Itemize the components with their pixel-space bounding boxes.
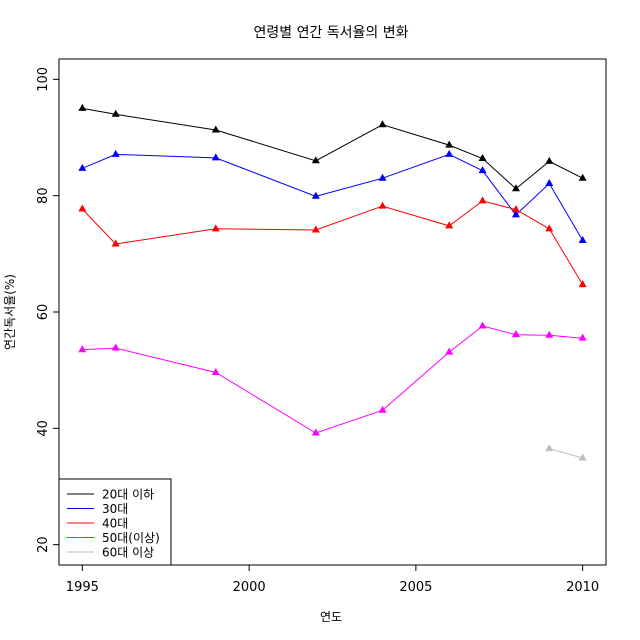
data-point (578, 453, 587, 461)
data-point (545, 156, 554, 164)
x-tick-label: 1995 (66, 580, 99, 595)
data-point (478, 196, 487, 204)
series-3 (78, 321, 587, 436)
legend-label: 50대(이상) (102, 531, 160, 545)
y-axis-label: 연간독서율(%) (3, 274, 17, 350)
data-point (211, 125, 220, 133)
data-point (378, 201, 387, 209)
y-tick-label: 80 (36, 187, 51, 204)
data-point (378, 120, 387, 128)
data-point (378, 405, 387, 413)
data-point (311, 428, 320, 436)
series-line (82, 325, 583, 434)
x-tick-label: 2010 (566, 580, 599, 595)
data-point (78, 204, 87, 212)
series-line (82, 107, 583, 190)
legend-label: 30대 (102, 502, 128, 516)
data-point (311, 225, 320, 233)
series-line (81, 200, 584, 285)
data-point (578, 173, 587, 181)
data-point (478, 166, 487, 174)
data-point (111, 343, 120, 351)
y-tick-label: 40 (36, 420, 51, 437)
data-point (478, 153, 487, 161)
data-point (111, 239, 120, 247)
x-axis-label: 연도 (320, 610, 342, 624)
data-point (378, 173, 387, 181)
data-point (211, 367, 220, 375)
data-point (311, 156, 320, 164)
data-point (78, 345, 87, 353)
data-point (578, 280, 587, 288)
data-point (511, 184, 520, 192)
x-tick-label: 2005 (399, 580, 432, 595)
data-point (445, 221, 454, 229)
series-2 (78, 196, 587, 288)
data-point (445, 347, 454, 355)
chart-title: 연령별 연간 독서율의 변화 (253, 25, 408, 41)
data-point (545, 224, 554, 232)
legend-label: 60대 이상 (102, 546, 154, 560)
series-layer (78, 103, 587, 461)
data-point (578, 235, 587, 243)
data-point (511, 205, 520, 213)
series-line (82, 153, 584, 241)
data-point (211, 153, 220, 161)
legend-label: 40대 (102, 517, 128, 531)
data-point (578, 333, 587, 341)
data-point (545, 444, 554, 452)
legend-label: 20대 이하 (102, 488, 154, 502)
data-point (445, 140, 454, 148)
series-4 (545, 444, 587, 461)
x-axis: 1995 2000 2005 2010 (66, 565, 599, 595)
series-line (549, 448, 583, 459)
data-point (78, 163, 87, 171)
y-axis: 20 40 60 80 100 (36, 67, 59, 553)
series-1 (78, 149, 587, 243)
data-point (511, 210, 520, 218)
data-point (111, 149, 120, 157)
series-0 (78, 103, 587, 192)
legend-box (58, 478, 172, 566)
data-point (545, 330, 554, 338)
y-tick-label: 100 (36, 67, 51, 92)
data-point (111, 109, 120, 117)
y-tick-label: 60 (36, 304, 51, 321)
data-point (478, 321, 487, 329)
data-point (311, 191, 320, 199)
data-point (211, 224, 220, 232)
data-point (445, 149, 454, 157)
data-point (511, 330, 520, 338)
y-tick-label: 20 (36, 536, 51, 553)
data-point (78, 103, 87, 111)
data-point (545, 178, 554, 186)
x-tick-label: 2000 (233, 580, 266, 595)
